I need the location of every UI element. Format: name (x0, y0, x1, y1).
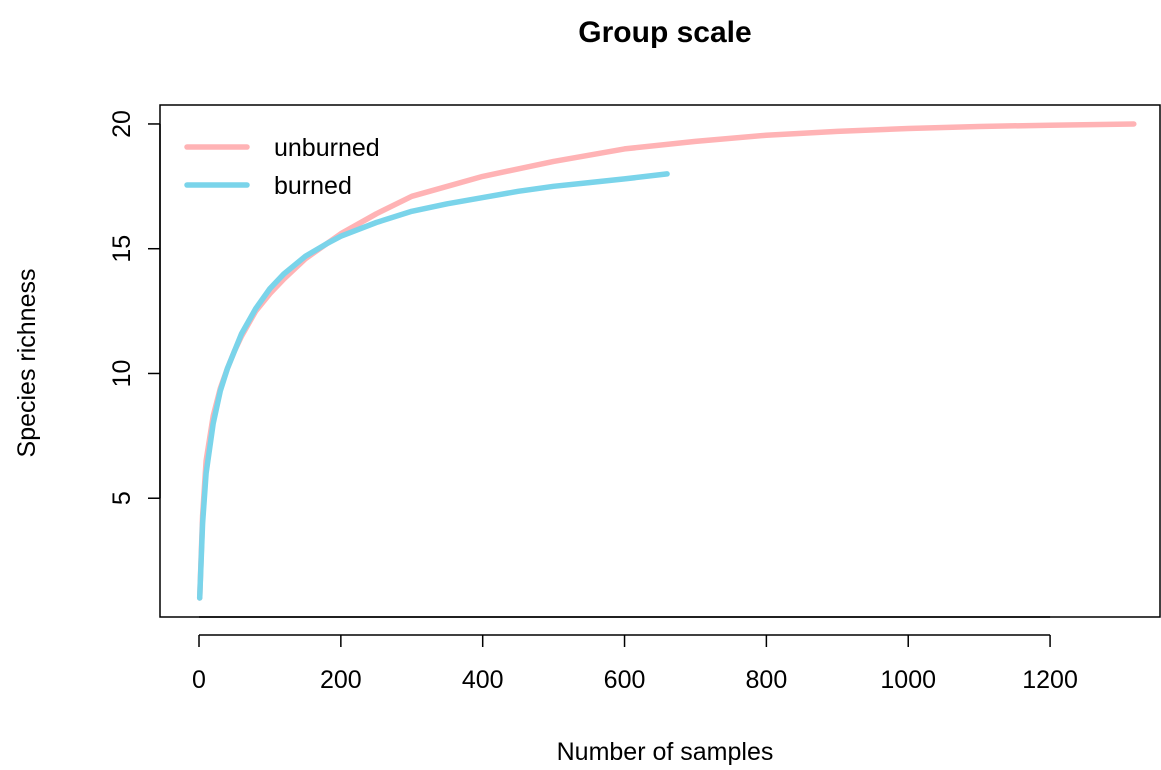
legend-label-burned: burned (274, 172, 352, 200)
y-axis: 5 10 15 20 (108, 110, 161, 505)
series-line-burned (196, 171, 670, 601)
y-tick-label: 5 (108, 491, 136, 505)
x-tick-label: 1200 (1022, 666, 1078, 694)
x-tick-label: 200 (320, 666, 362, 694)
y-tick-label: 10 (108, 360, 136, 388)
x-axis-label: Number of samples (557, 738, 774, 766)
y-tick-label: 15 (108, 235, 136, 263)
x-axis: 0 200 400 600 800 1000 1200 (192, 616, 1078, 694)
series-layer (196, 121, 1137, 601)
x-tick-label: 0 (192, 666, 206, 694)
y-tick-label: 20 (108, 110, 136, 138)
legend: unburned burned (184, 134, 380, 200)
legend-label-unburned: unburned (274, 134, 380, 162)
chart-title: Group scale (578, 16, 751, 49)
x-tick-label: 1000 (880, 666, 936, 694)
x-tick-label: 600 (604, 666, 646, 694)
y-axis-label: Species richness (13, 269, 41, 458)
x-tick-label: 400 (462, 666, 504, 694)
x-tick-label: 800 (746, 666, 788, 694)
